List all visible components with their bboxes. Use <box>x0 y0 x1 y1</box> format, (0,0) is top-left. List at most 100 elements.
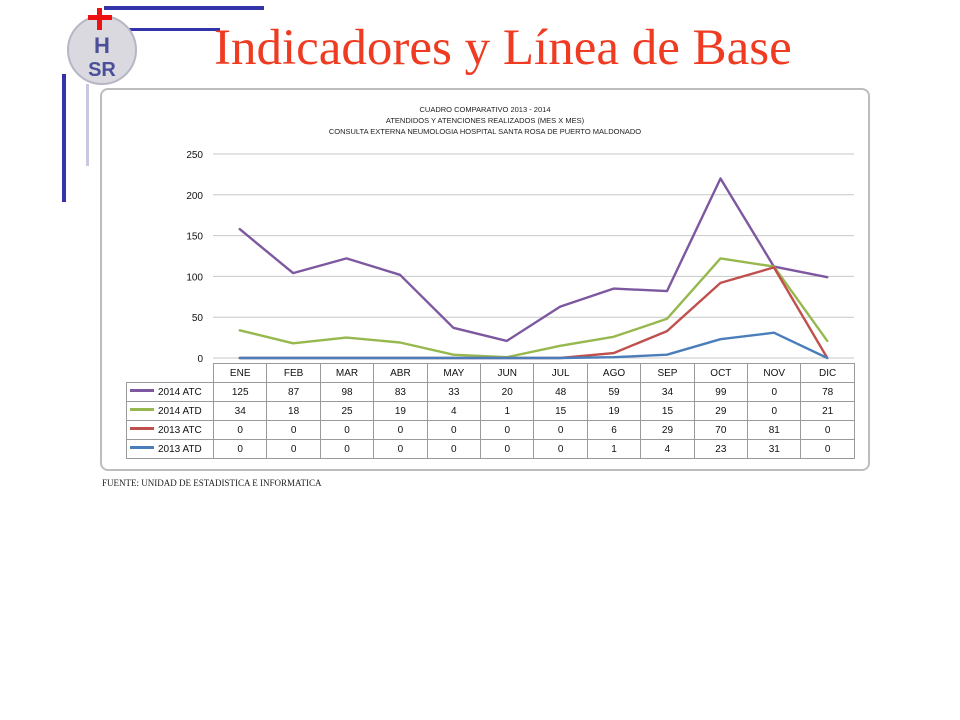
data-label: 0 <box>266 439 321 459</box>
data-label: 0 <box>319 439 375 459</box>
data-label: 20 <box>480 382 535 402</box>
data-label: 0 <box>373 420 428 440</box>
data-label: 125 <box>212 382 268 402</box>
data-label: 0 <box>533 439 588 459</box>
data-label: 23 <box>693 439 749 459</box>
x-tick-label-mar: MAR <box>319 363 375 383</box>
y-tick-label-50: 50 <box>192 313 204 324</box>
data-label: 0 <box>212 420 268 440</box>
data-label: 48 <box>533 382 588 402</box>
decor-line-top-2 <box>120 28 220 31</box>
legend-entry: 2013 ATD <box>126 439 214 459</box>
x-tick-label-ene: ENE <box>212 363 268 383</box>
x-tick-label-jul: JUL <box>533 363 588 383</box>
data-label: 87 <box>266 382 321 402</box>
legend-swatch <box>130 408 154 412</box>
hospital-logo: H SR <box>67 8 137 85</box>
data-label: 34 <box>212 401 268 421</box>
data-label: 4 <box>426 401 482 421</box>
table-row: 2013 ATD 0 0 0 0 0 0 0 1 4 23 31 0 <box>126 439 855 459</box>
data-label: 78 <box>800 382 855 402</box>
data-label: 29 <box>693 401 749 421</box>
y-tick-label-150: 150 <box>186 232 203 243</box>
data-label: 31 <box>747 439 802 459</box>
chart-title-line-3: CONSULTA EXTERNA NEUMOLOGIA HOSPITAL SAN… <box>328 127 642 136</box>
line-chart: 0 50 100 150 200 250 <box>186 150 854 365</box>
data-label: 0 <box>533 420 588 440</box>
decor-line-top <box>104 6 264 10</box>
series-name: 2013 ATD <box>158 443 202 455</box>
data-label: 0 <box>319 420 375 440</box>
svg-text:H: H <box>94 33 110 58</box>
y-tick-label-100: 100 <box>186 272 203 283</box>
decor-line-left-2 <box>86 84 89 166</box>
data-label: 98 <box>319 382 375 402</box>
data-label: 25 <box>319 401 375 421</box>
x-tick-label-ago: AGO <box>586 363 642 383</box>
data-label: 0 <box>426 439 482 459</box>
legend-entry: 2013 ATC <box>126 420 214 440</box>
data-label: 4 <box>640 439 695 459</box>
data-label: 0 <box>747 382 802 402</box>
x-tick-label-feb: FEB <box>266 363 321 383</box>
series-name: 2013 ATC <box>158 424 202 436</box>
series-line-2013-atc <box>238 266 829 360</box>
data-label: 29 <box>640 420 695 440</box>
data-label: 33 <box>426 382 482 402</box>
decor-line-left <box>62 74 66 202</box>
legend-swatch <box>130 389 154 393</box>
data-label: 81 <box>747 420 802 440</box>
legend-swatch <box>130 427 154 431</box>
chart-title-line-1: CUADRO COMPARATIVO 2013 - 2014 <box>419 105 551 114</box>
data-label: 6 <box>586 420 642 440</box>
chart-data-table: ENE FEB MAR ABR MAY JUN JUL AGO SEP OCT NOV DIC 2014… <box>126 363 855 459</box>
data-label: 59 <box>586 382 642 402</box>
data-label: 19 <box>373 401 428 421</box>
table-row: 2013 ATC 0 0 0 0 0 0 0 6 29 70 81 0 <box>126 420 855 440</box>
data-label: 1 <box>586 439 642 459</box>
data-label: 15 <box>640 401 695 421</box>
chart-panel: 0 50 100 150 200 250 CUADRO COMPARATIVO 2013 … <box>100 88 870 471</box>
logo-cross-horizontal <box>88 15 112 20</box>
series-name: 2014 ATD <box>158 405 202 417</box>
data-label: 1 <box>480 401 535 421</box>
data-label: 0 <box>800 420 855 440</box>
data-label: 0 <box>800 439 855 459</box>
page-title: Indicadores y Línea de Base <box>214 20 792 76</box>
series-line-2014-atd <box>238 257 829 359</box>
data-label: 34 <box>640 382 695 402</box>
series-line-2013-atd <box>238 331 829 360</box>
table-corner <box>126 363 214 383</box>
data-label: 0 <box>266 420 321 440</box>
x-tick-label-jun: JUN <box>480 363 535 383</box>
x-tick-label-abr: ABR <box>373 363 428 383</box>
data-label: 0 <box>426 420 482 440</box>
data-label: 0 <box>480 420 535 440</box>
series-line-2014-atc <box>238 177 829 343</box>
chart-title-line-2: ATENDIDOS Y ATENCIONES REALIZADOS (MES X… <box>385 116 585 125</box>
data-label: 19 <box>586 401 642 421</box>
x-tick-label-sep: SEP <box>640 363 695 383</box>
table-header-row: ENE FEB MAR ABR MAY JUN JUL AGO SEP OCT NOV DIC <box>126 363 855 383</box>
y-tick-label-250: 250 <box>186 150 203 161</box>
x-tick-label-nov: NOV <box>747 363 802 383</box>
data-label: 21 <box>800 401 855 421</box>
table-row: 2014 ATD 34 18 25 19 4 1 15 19 15 29 0 21 <box>126 401 855 421</box>
x-tick-label-may: MAY <box>426 363 482 383</box>
table-row: 2014 ATC 125 87 98 83 33 20 48 59 34 99 0 78 <box>126 382 855 402</box>
data-label: 83 <box>373 382 428 402</box>
legend-entry: 2014 ATD <box>126 401 214 421</box>
chart-title: CUADRO COMPARATIVO 2013 - 2014 ATENDIDOS… <box>102 104 868 137</box>
data-label: 0 <box>480 439 535 459</box>
data-label: 99 <box>693 382 749 402</box>
y-tick-label-200: 200 <box>186 191 203 202</box>
x-tick-label-oct: OCT <box>693 363 749 383</box>
data-label: 0 <box>747 401 802 421</box>
data-label: 18 <box>266 401 321 421</box>
legend-entry: 2014 ATC <box>126 382 214 402</box>
data-label: 0 <box>373 439 428 459</box>
legend-swatch <box>130 446 154 450</box>
data-label: 0 <box>212 439 268 459</box>
svg-text:SR: SR <box>88 59 116 81</box>
series-name: 2014 ATC <box>158 386 202 398</box>
